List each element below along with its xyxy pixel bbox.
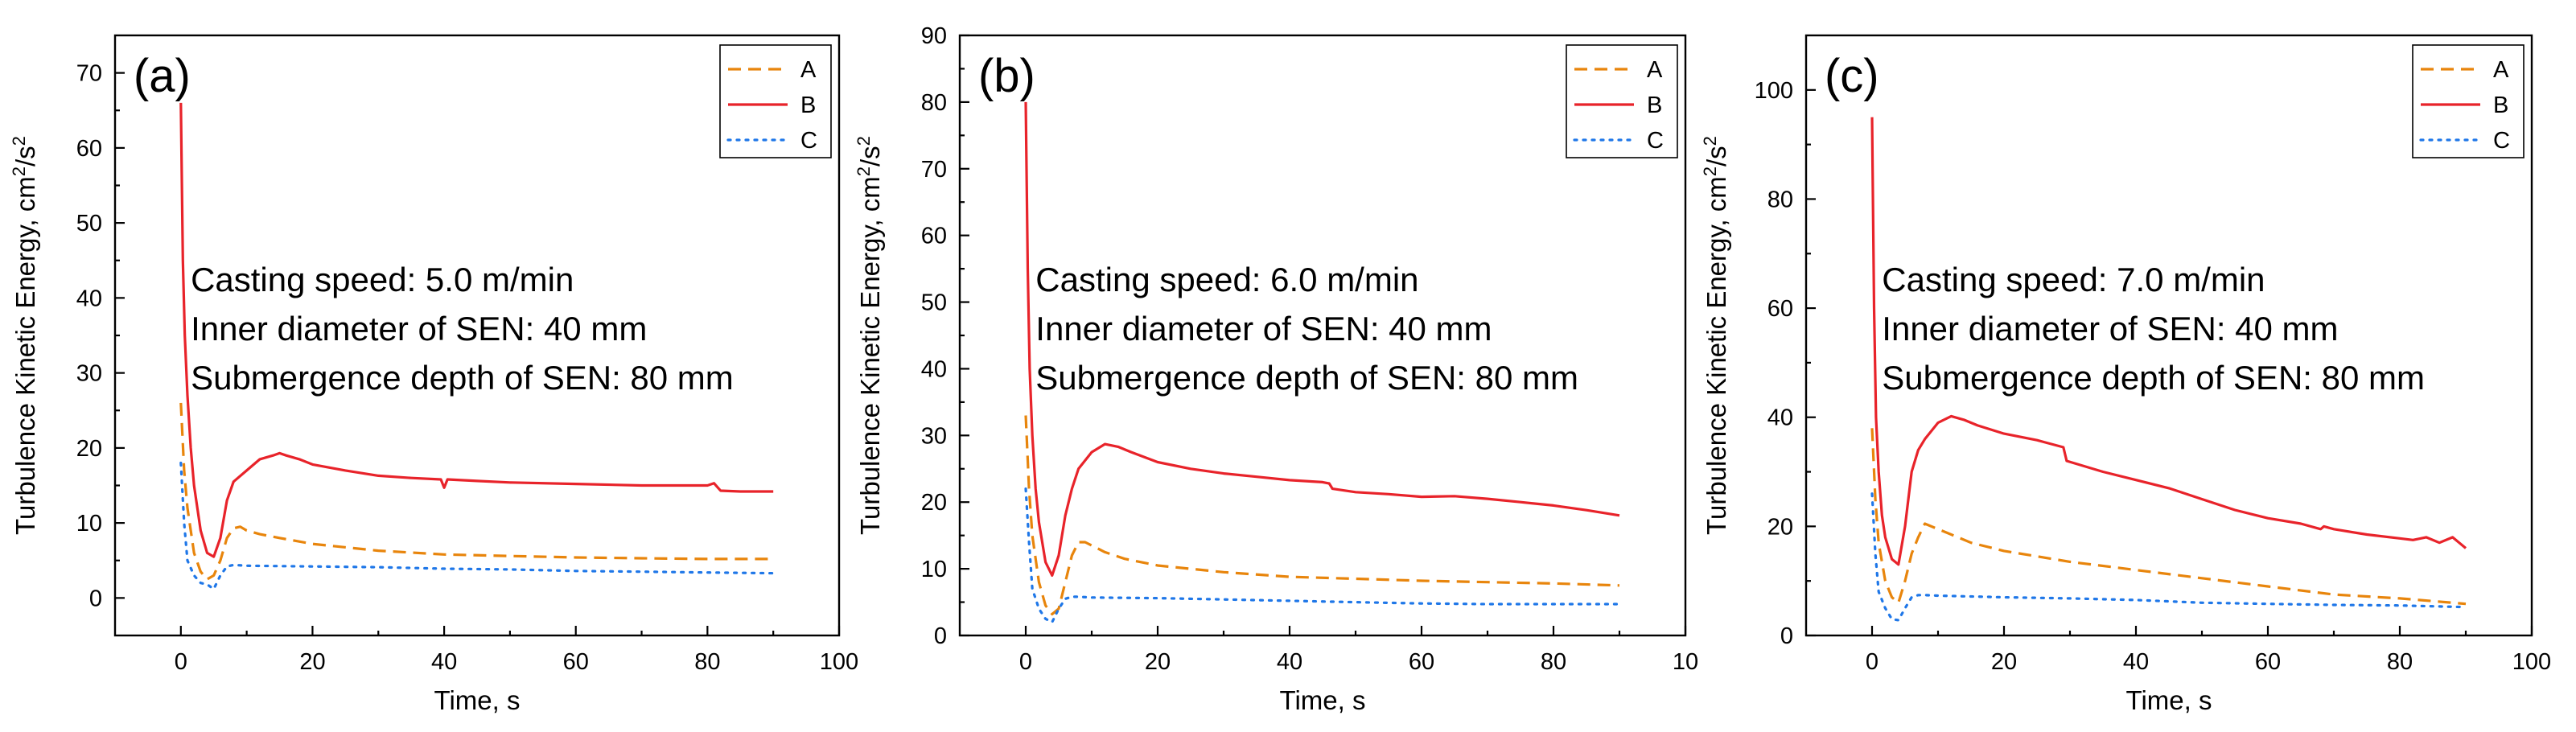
series-line-B: [179, 102, 774, 558]
x-tick-label: 80: [2387, 649, 2413, 675]
series-line-B: [1024, 101, 1620, 578]
y-axis-title: Turbulence Kinetic Energy, cm2/s2: [9, 136, 40, 535]
x-tick-label: 0: [1019, 649, 1032, 675]
x-axis-title: Time, s: [1280, 685, 1366, 715]
series-line-C: [179, 461, 775, 590]
y-tick-label: 0: [934, 623, 947, 649]
chart-panel-3: 0 20 40 60 80 100 0 20 40 60 80 100 Time, s Turbulenc…: [1700, 34, 2551, 715]
panel-label: (b): [978, 50, 1035, 102]
y-tick-label: 40: [76, 286, 102, 311]
legend: ABC: [2412, 44, 2525, 158]
legend-label: C: [1647, 128, 1664, 154]
y-tick-label: 20: [1767, 514, 1793, 540]
x-axis-title: Time, s: [2126, 685, 2212, 715]
y-tick-label: 20: [921, 490, 947, 516]
y-tick-label: 10: [76, 511, 102, 537]
y-tick-label: 40: [921, 356, 947, 382]
y-tick-label: 30: [76, 361, 102, 387]
annotation-text: Casting speed: 7.0 m/min: [1882, 261, 2265, 298]
x-tick-label: 80: [1541, 649, 1566, 675]
x-tick-label: 40: [431, 649, 457, 675]
legend-label: B: [2493, 93, 2508, 118]
y-axis-title-part: 2: [854, 167, 874, 176]
y-axis-title-part: Turbulence Kinetic Energy, cm: [855, 176, 885, 535]
y-tick-label: 80: [921, 90, 947, 116]
series-line-B: [1870, 117, 2467, 566]
legend-label: A: [800, 57, 817, 83]
y-tick-label: 70: [921, 157, 947, 183]
y-axis-title-part: 2: [9, 136, 29, 146]
series-line-C: [1870, 492, 2467, 622]
y-axis-title: Turbulence Kinetic Energy, cm2/s2: [1700, 136, 1731, 535]
legend: ABC: [1566, 44, 1678, 158]
y-axis-title-part: /s: [855, 146, 885, 167]
y-tick-label: 20: [76, 436, 102, 462]
y-tick-label: 100: [1755, 78, 1793, 104]
x-tick-label: 80: [694, 649, 720, 675]
y-axis-title: Turbulence Kinetic Energy, cm2/s2: [854, 136, 885, 535]
y-axis-title-part: 2: [1700, 167, 1720, 176]
legend-label: B: [800, 93, 816, 118]
y-axis-title-part: Turbulence Kinetic Energy, cm: [1702, 176, 1731, 535]
y-tick-label: 0: [1780, 623, 1793, 649]
x-tick-label: 100: [2512, 649, 2551, 675]
y-tick-label: 50: [921, 290, 947, 316]
plot-frame: [1804, 34, 2533, 637]
annotation-text: Submergence depth of SEN: 80 mm: [191, 359, 734, 397]
x-tick-label: 20: [1145, 649, 1171, 675]
y-tick-label: 90: [921, 23, 947, 49]
legend-label: B: [1647, 93, 1662, 118]
y-tick-label: 10: [921, 557, 947, 582]
annotation-text: Casting speed: 6.0 m/min: [1035, 261, 1418, 298]
y-tick-label: 70: [76, 61, 102, 87]
legend-label: A: [1647, 57, 1663, 83]
x-tick-label: 100: [820, 649, 858, 675]
panel-label: (c): [1825, 50, 1879, 102]
y-tick-label: 0: [89, 586, 102, 611]
annotation-text: Inner diameter of SEN: 40 mm: [1882, 310, 2338, 347]
x-tick-label: 0: [1866, 649, 1879, 675]
annotation-text: Casting speed: 5.0 m/min: [191, 261, 574, 298]
x-tick-label: 20: [1991, 649, 2017, 675]
y-axis-title-part: 2: [854, 136, 874, 146]
legend: ABC: [719, 44, 832, 158]
annotation-text: Inner diameter of SEN: 40 mm: [191, 310, 647, 347]
annotation-text: Inner diameter of SEN: 40 mm: [1035, 310, 1492, 347]
y-tick-label: 80: [1767, 187, 1793, 212]
y-axis-title-part: 2: [9, 167, 29, 176]
y-tick-label: 60: [76, 136, 102, 162]
legend-label: C: [800, 128, 817, 154]
annotation-text: Submergence depth of SEN: 80 mm: [1035, 359, 1578, 397]
y-tick-label: 60: [921, 224, 947, 249]
chart-panel-1: 0 20 40 60 80 100 0 10 20 30 40 50 60 70 Time, s Turbul…: [9, 34, 858, 715]
series-line-A: [179, 402, 774, 581]
y-tick-label: 30: [921, 423, 947, 449]
x-tick-label: 0: [175, 649, 187, 675]
x-tick-label: 10: [1673, 649, 1698, 675]
y-axis-title-part: Turbulence Kinetic Energy, cm: [10, 176, 40, 535]
panel-label: (a): [134, 50, 191, 102]
annotation-text: Submergence depth of SEN: 80 mm: [1882, 359, 2425, 397]
y-tick-label: 60: [1767, 296, 1793, 322]
x-tick-label: 40: [2123, 649, 2149, 675]
x-tick-label: 60: [1409, 649, 1434, 675]
series-line-A: [1024, 415, 1620, 616]
series-line-A: [1870, 428, 2467, 606]
x-tick-label: 20: [299, 649, 325, 675]
series-line-C: [1024, 487, 1621, 624]
y-axis-title-part: 2: [1700, 136, 1720, 146]
y-tick-label: 50: [76, 211, 102, 236]
legend-label: C: [2493, 128, 2510, 154]
x-axis-title: Time, s: [434, 685, 521, 715]
y-tick-label: 40: [1767, 405, 1793, 431]
y-axis-title-part: /s: [1702, 146, 1731, 167]
x-tick-label: 60: [563, 649, 589, 675]
x-tick-label: 60: [2255, 649, 2281, 675]
legend-label: A: [2493, 57, 2509, 83]
x-tick-label: 40: [1277, 649, 1302, 675]
y-axis-title-part: /s: [10, 146, 40, 167]
